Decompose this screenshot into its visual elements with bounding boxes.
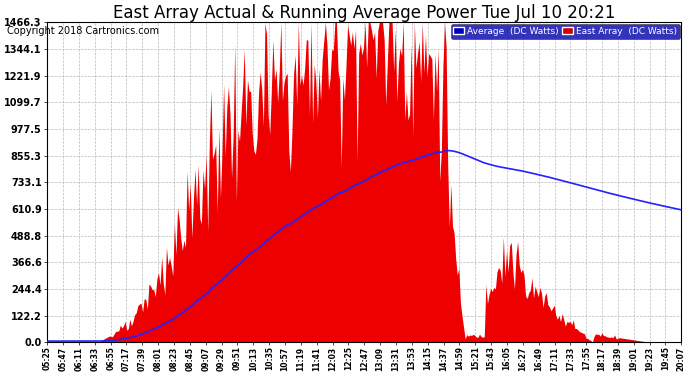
Text: Copyright 2018 Cartronics.com: Copyright 2018 Cartronics.com bbox=[7, 26, 159, 36]
Legend: Average  (DC Watts), East Array  (DC Watts): Average (DC Watts), East Array (DC Watts… bbox=[451, 24, 680, 39]
Title: East Array Actual & Running Average Power Tue Jul 10 20:21: East Array Actual & Running Average Powe… bbox=[113, 4, 615, 22]
